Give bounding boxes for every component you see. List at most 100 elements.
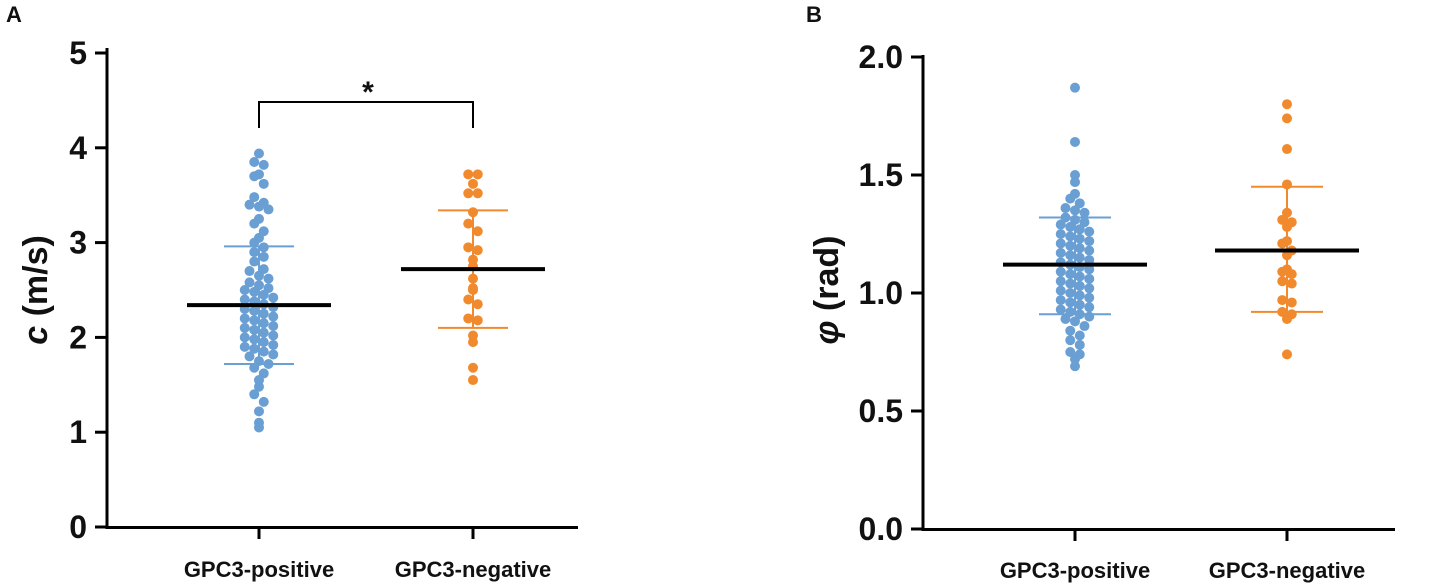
panel-a-data-point [268,292,279,303]
panel-a-data-point [263,273,274,284]
panel-a-data-point [472,299,483,310]
panel-a: A c (m/s) GPC3-positive GPC3-negative * … [6,2,578,582]
panel-b-data-point [1084,283,1095,294]
panel-b: B φ (rad) GPC3-positive GPC3-negative 0.… [806,2,1395,583]
panel-b-data-point [1282,99,1292,110]
panel-b-y-tick-label: 1.5 [859,157,903,193]
panel-b-data-point [1065,347,1076,357]
panel-a-ylabel: c (m/s) [17,235,55,345]
panel-a-data-point [463,218,474,229]
panel-a-data-point [472,226,483,237]
panel-b-ylabel-symbol: φ [808,321,846,345]
panel-a-category-label: GPC3-negative [395,557,552,582]
panel-b-y-ticks: 0.0 0.5 1.0 1.5 2.0 [859,39,1289,547]
panel-b-data-point [1282,313,1292,324]
panel-a-data-point [249,247,260,258]
panel-a-y-tick-label: 2 [69,319,87,355]
panel-a-data-point [254,148,264,159]
panel-a-data-point [254,201,264,212]
panel-a-data-point [268,339,279,350]
panel-b-data-point [1070,354,1080,365]
panel-a-data-point [239,285,250,295]
panel-a-data-point [249,237,260,248]
panel-a-y-tick-label: 3 [69,225,87,261]
panel-b-data-point [1055,266,1066,277]
panel-a-data-point [249,362,260,373]
panel-b-data-point [1084,254,1095,265]
panel-b-data-point [1070,136,1080,147]
panel-b-data-point [1277,266,1288,277]
panel-a-data-point [249,324,260,335]
panel-b-data-point [1065,325,1076,336]
panel-b-data-point [1065,335,1076,346]
panel-b-data-point [1055,295,1066,306]
panel-b-data-point [1084,302,1095,313]
panel-b-data-point [1055,219,1066,230]
panel-b-category-label: GPC3-positive [1000,558,1150,583]
panel-a-data-point [249,315,260,326]
panel-b-y-tick-label: 0.5 [859,393,903,429]
panel-a-data-point [263,204,274,215]
panel-a-data-point [249,256,260,267]
panel-a-marks [187,101,545,433]
panel-a-data-point [463,242,474,253]
panel-a-data-point [463,313,474,324]
panel-a-data-point [249,334,260,345]
panel-a-data-point [468,375,478,386]
panel-b-y-tick-label: 2.0 [859,39,903,75]
panel-a-data-point [244,277,255,288]
panel-b-data-point [1074,280,1085,291]
panel-b-data-point [1282,349,1292,360]
panel-b-data-point [1277,214,1288,225]
panel-a-y-tick-label: 5 [69,35,87,71]
panel-a-data-point [244,351,255,362]
panel-a-ylabel-unit: (m/s) [17,235,55,316]
panel-a-data-point [268,321,279,332]
panel-a-data-point [258,251,269,262]
panel-b-data-point [1070,177,1080,188]
panel-a-data-point [258,178,269,189]
panel-a-y-tick-label: 1 [69,414,87,450]
panel-b-y-tick-label: 1.0 [859,275,903,311]
panel-b-data-point [1055,276,1066,287]
panel-b-data-point [1065,288,1076,298]
panel-b-data-point [1079,217,1090,228]
panel-a-data-point [258,396,269,407]
panel-b-data-point [1074,233,1085,244]
panel-b-data-point [1079,321,1090,332]
panel-a-y-ticks: 0 1 2 3 4 5 [69,35,475,545]
panel-a-data-point [463,188,474,199]
panel-b-data-point [1286,278,1297,289]
panel-a-data-point [249,389,260,400]
panel-b-data-point [1286,269,1297,280]
panel-a-data-point [258,289,269,300]
panel-a-data-point [239,313,250,324]
panel-b-data-point [1074,224,1085,235]
panel-b-data-point [1055,238,1066,249]
panel-b-marks [1003,82,1359,372]
panel-a-data-point [268,349,279,360]
panel-b-data-point [1074,243,1085,254]
panel-a-data-point [244,266,255,277]
panel-b-data-point [1065,231,1076,242]
panel-a-data-point [249,218,260,229]
panel-a-data-point [249,171,260,182]
panel-b-data-point [1065,297,1076,308]
panel-b-data-point [1074,290,1085,301]
panel-b-data-point [1074,330,1085,341]
significance-asterisk: * [362,76,374,109]
panel-a-data-point [239,294,250,305]
panel-b-data-point [1074,198,1085,209]
panel-b-data-point [1084,236,1095,247]
panel-a-data-point [268,330,279,341]
panel-a-category-label: GPC3-positive [184,557,334,582]
panel-b-data-point [1070,316,1080,327]
panel-b-data-point [1074,339,1085,350]
panel-b-ylabel-unit: (rad) [808,236,846,312]
panel-a-data-point [472,169,483,180]
panel-b-category-label: GPC3-negative [1209,558,1366,583]
panel-b-data-point [1079,207,1090,218]
panel-b-y-tick-label: 0.0 [859,511,903,547]
panel-b-data-point [1055,229,1066,239]
panel-a-data-point [249,305,260,316]
